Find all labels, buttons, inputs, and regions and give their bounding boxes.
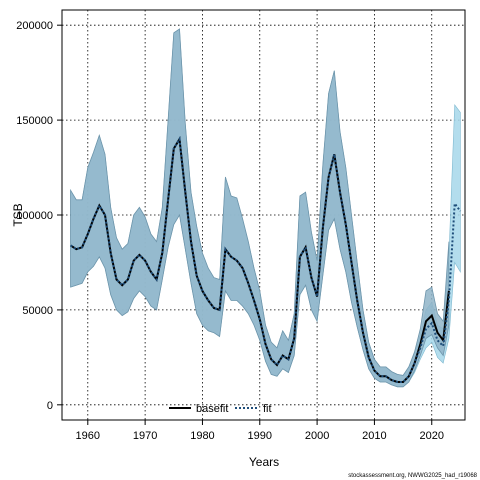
x-tick-label: 1960 <box>76 430 100 442</box>
x-tick-label: 1970 <box>133 430 157 442</box>
y-tick-label: 0 <box>47 400 53 412</box>
confidence-bands <box>70 28 461 388</box>
x-tick-label: 1980 <box>190 430 214 442</box>
x-tick-label: 2010 <box>362 430 386 442</box>
grid <box>62 10 465 420</box>
y-tick-label: 50000 <box>22 305 53 317</box>
y-tick-label: 200000 <box>16 20 53 32</box>
y-tick-label: 100000 <box>16 210 53 222</box>
y-axis-label: TSB <box>11 203 25 226</box>
legend-fit-label: fit <box>263 403 272 415</box>
x-tick-label: 2000 <box>305 430 329 442</box>
legend: basefit fit <box>169 403 272 415</box>
legend-basefit-label: basefit <box>196 403 228 415</box>
x-axis-label: Years <box>249 455 279 469</box>
fit-line <box>70 136 462 383</box>
series-lines <box>70 136 462 383</box>
axis-ticks: 1960 1970 1980 1990 2000 2010 2020 0 50000 100000… <box>16 20 444 442</box>
basefit-confidence-band <box>70 28 450 388</box>
x-tick-label: 1990 <box>248 430 272 442</box>
credit-text: stockassessment.org, NWWG2025_had_r19068 <box>348 473 477 479</box>
y-tick-label: 150000 <box>16 115 53 127</box>
x-tick-label: 2020 <box>420 430 444 442</box>
